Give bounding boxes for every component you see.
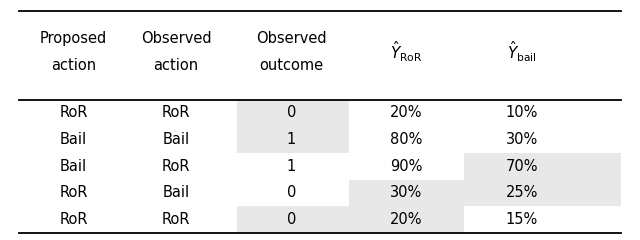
Text: Observed: Observed bbox=[141, 31, 211, 46]
Text: 80%: 80% bbox=[390, 132, 422, 147]
Text: 1: 1 bbox=[287, 159, 296, 174]
Text: 0: 0 bbox=[287, 212, 296, 227]
Text: RoR: RoR bbox=[162, 212, 190, 227]
Text: 15%: 15% bbox=[506, 212, 538, 227]
Bar bbox=[349, 206, 464, 233]
Text: Bail: Bail bbox=[60, 132, 87, 147]
Text: 20%: 20% bbox=[390, 212, 422, 227]
Text: RoR: RoR bbox=[162, 105, 190, 120]
Bar bbox=[237, 206, 349, 233]
Text: $\hat{Y}_{\mathrm{bail}}$: $\hat{Y}_{\mathrm{bail}}$ bbox=[507, 39, 536, 64]
Text: 1: 1 bbox=[287, 132, 296, 147]
Text: 25%: 25% bbox=[506, 185, 538, 200]
Text: 0: 0 bbox=[287, 185, 296, 200]
Bar bbox=[349, 180, 464, 206]
Text: 90%: 90% bbox=[390, 159, 422, 174]
Text: 20%: 20% bbox=[390, 105, 422, 120]
Bar bbox=[464, 180, 621, 206]
Text: RoR: RoR bbox=[60, 212, 88, 227]
Text: 30%: 30% bbox=[506, 132, 538, 147]
Text: RoR: RoR bbox=[60, 185, 88, 200]
Text: 0: 0 bbox=[287, 105, 296, 120]
Text: action: action bbox=[51, 59, 96, 73]
Text: RoR: RoR bbox=[60, 105, 88, 120]
Text: Bail: Bail bbox=[163, 132, 189, 147]
Bar bbox=[464, 153, 621, 180]
Text: action: action bbox=[154, 59, 198, 73]
Bar bbox=[237, 100, 349, 126]
Text: Bail: Bail bbox=[60, 159, 87, 174]
Text: 70%: 70% bbox=[506, 159, 538, 174]
Text: 30%: 30% bbox=[390, 185, 422, 200]
Text: RoR: RoR bbox=[162, 159, 190, 174]
Text: $\hat{Y}_{\mathrm{RoR}}$: $\hat{Y}_{\mathrm{RoR}}$ bbox=[390, 39, 422, 64]
Text: outcome: outcome bbox=[259, 59, 323, 73]
Text: 10%: 10% bbox=[506, 105, 538, 120]
Text: Observed: Observed bbox=[256, 31, 326, 46]
Text: Bail: Bail bbox=[163, 185, 189, 200]
Text: Proposed: Proposed bbox=[40, 31, 108, 46]
Bar bbox=[237, 126, 349, 153]
